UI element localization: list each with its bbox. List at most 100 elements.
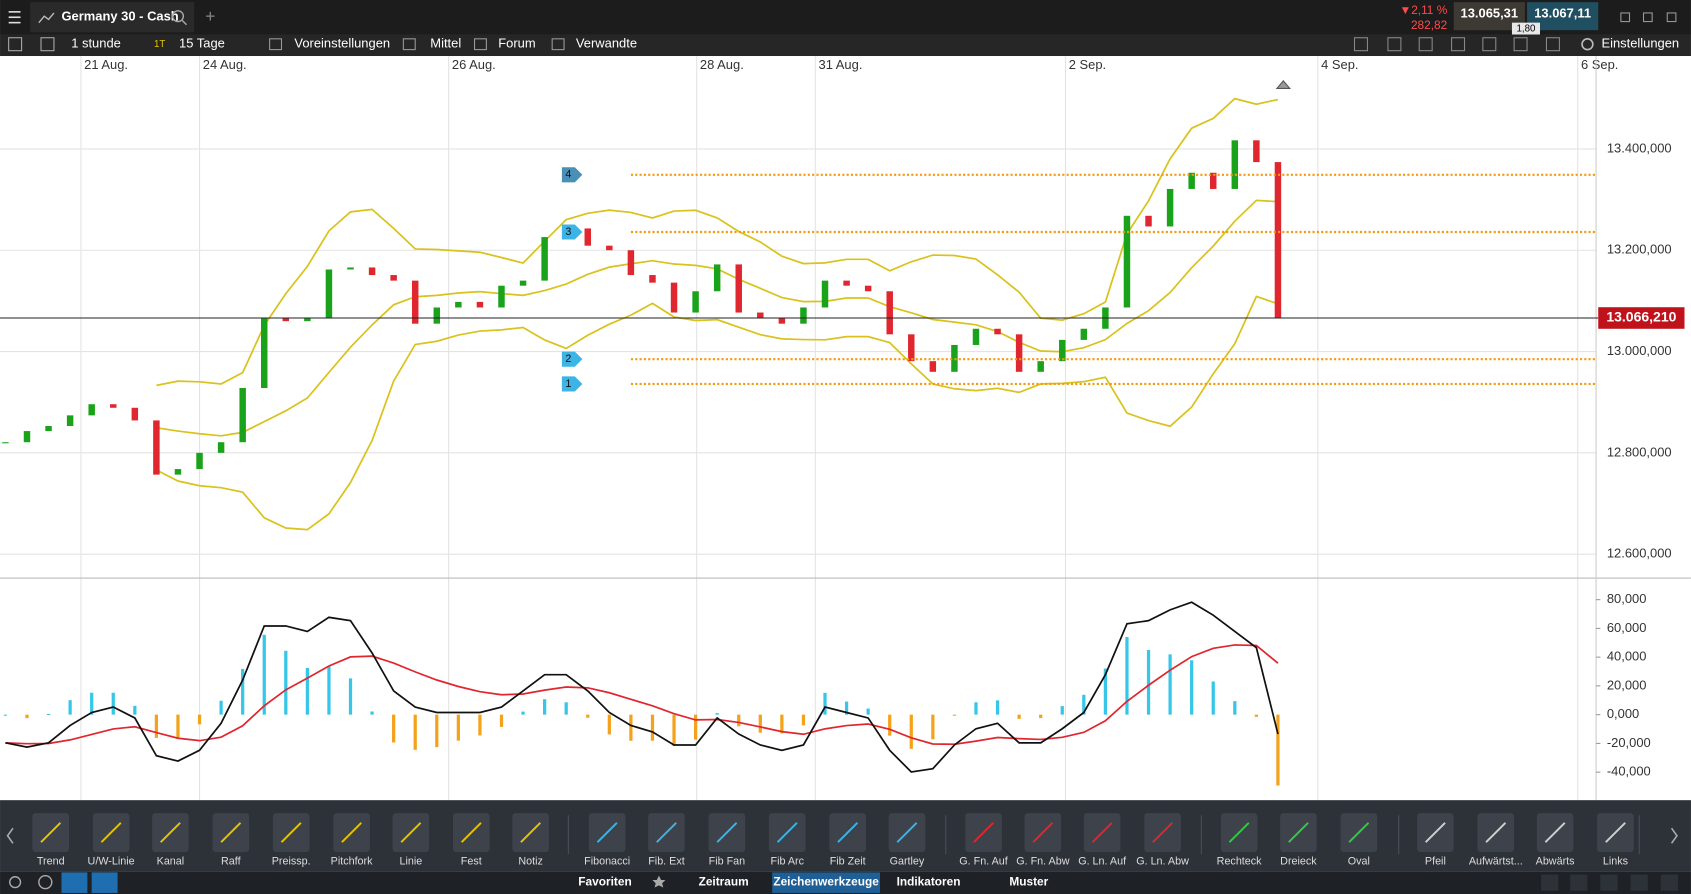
bottom-tab[interactable]: Zeitraum [699,874,749,888]
histogram-bar [737,714,741,727]
candle [692,291,699,313]
x-tick-label: 2 Sep. [1069,57,1106,72]
bottom-tab[interactable]: Zeichenwerkzeuge [773,874,879,888]
level-marker[interactable] [561,351,583,367]
layout-icon[interactable] [40,37,55,52]
top-bar [0,0,1691,35]
toolbar-icon[interactable] [1545,37,1560,52]
candle [519,280,527,286]
candle [261,318,268,389]
level-label: 4 [565,169,571,181]
tool-glyph [1348,822,1370,843]
toolbar-item[interactable]: Mittel [430,36,461,51]
tab[interactable] [30,2,195,33]
toolbar-icon[interactable] [1513,37,1528,52]
histogram-bar [305,667,309,715]
hide-icon[interactable] [38,874,53,890]
search-icon[interactable] [171,10,185,23]
level-label: 1 [565,378,571,390]
zoom-button[interactable] [1600,874,1618,891]
tool-glyph [100,822,122,843]
range[interactable]: 15 Tage [179,36,225,51]
histogram-bar [650,714,655,741]
refresh-icon[interactable] [9,876,22,889]
interval[interactable]: 1 stunde [71,36,121,51]
scroll-right[interactable] [1670,827,1678,844]
candle [131,407,139,421]
x-tick-label: 24 Aug. [203,57,247,72]
histogram-bar [241,668,245,715]
y-tick-label: 13.400,000 [1607,140,1672,155]
toolbar-icon[interactable] [1387,37,1402,52]
histogram-bar [284,650,288,715]
candle [1253,140,1260,163]
tool-label: Linie [400,855,423,867]
alert-icon[interactable] [1275,80,1291,89]
tool-label: Fib Arc [771,855,805,867]
window-button[interactable] [1642,12,1653,23]
candle [498,285,505,308]
candle [390,275,397,281]
tool-label: Abwärts [1536,855,1575,867]
date-axis [0,56,1691,76]
zoom-button[interactable] [1570,874,1588,891]
list-icon[interactable] [8,37,23,52]
tool-glyph [776,822,798,843]
tool-glyph [1605,822,1626,843]
tool-glyph [1544,822,1566,843]
candle [541,237,548,281]
tool-glyph [160,822,181,843]
candle [649,275,656,283]
candle [972,328,980,345]
toolbar-icon[interactable] [1418,37,1433,52]
settings-icon[interactable] [1581,38,1594,51]
toolbar-icon[interactable] [1353,37,1368,52]
y-tick-label: 13.200,000 [1607,242,1672,257]
candle [347,267,354,270]
histogram-bar [154,714,159,738]
window-button[interactable] [1620,12,1631,23]
bottom-tab[interactable]: Muster [1009,874,1048,888]
histogram-bar [176,714,180,738]
tab-title: Germany 30 - Cash [61,9,178,24]
toolbar-item[interactable]: Voreinstellungen [294,36,390,51]
bottom-tab-active [772,872,881,893]
settings[interactable]: Einstellungen [1601,36,1679,51]
toolbar-icon [402,38,416,51]
tool-glyph [341,822,362,843]
window-button[interactable] [1666,12,1677,23]
magnet-button[interactable] [91,872,118,893]
zoom-button[interactable] [1630,874,1648,891]
x-tick-label: 26 Aug. [452,57,496,72]
y-tick-label: -40,000 [1607,764,1651,779]
toolbar-item[interactable]: Verwandte [576,36,637,51]
histogram-bar [499,714,504,727]
zoom-button[interactable] [1541,874,1559,891]
histogram-bar [521,711,525,715]
histogram-bar [370,711,374,715]
level-marker[interactable] [561,376,583,392]
histogram-bar [478,714,482,736]
zoom-button[interactable] [1660,874,1679,891]
level-marker[interactable] [561,224,583,240]
candle [864,285,872,292]
star-icon[interactable] [652,875,666,888]
candle [174,469,182,475]
pen-button[interactable] [61,872,88,893]
candle [757,312,764,319]
histogram-bar [995,700,1000,715]
level-marker[interactable] [561,167,583,183]
toolbar-icon[interactable] [1482,37,1497,52]
toolbar-icon[interactable] [1451,37,1466,52]
scroll-left[interactable] [6,827,14,844]
histogram-bar [1146,650,1151,715]
bottom-tab[interactable]: Favoriten [578,874,631,888]
candle [584,228,591,246]
candle [908,334,915,362]
toolbar-item[interactable]: Forum [498,36,535,51]
candle [821,280,829,308]
tool-label: Fib. Ext [648,855,685,867]
bottom-tab[interactable]: Indikatoren [897,874,961,888]
